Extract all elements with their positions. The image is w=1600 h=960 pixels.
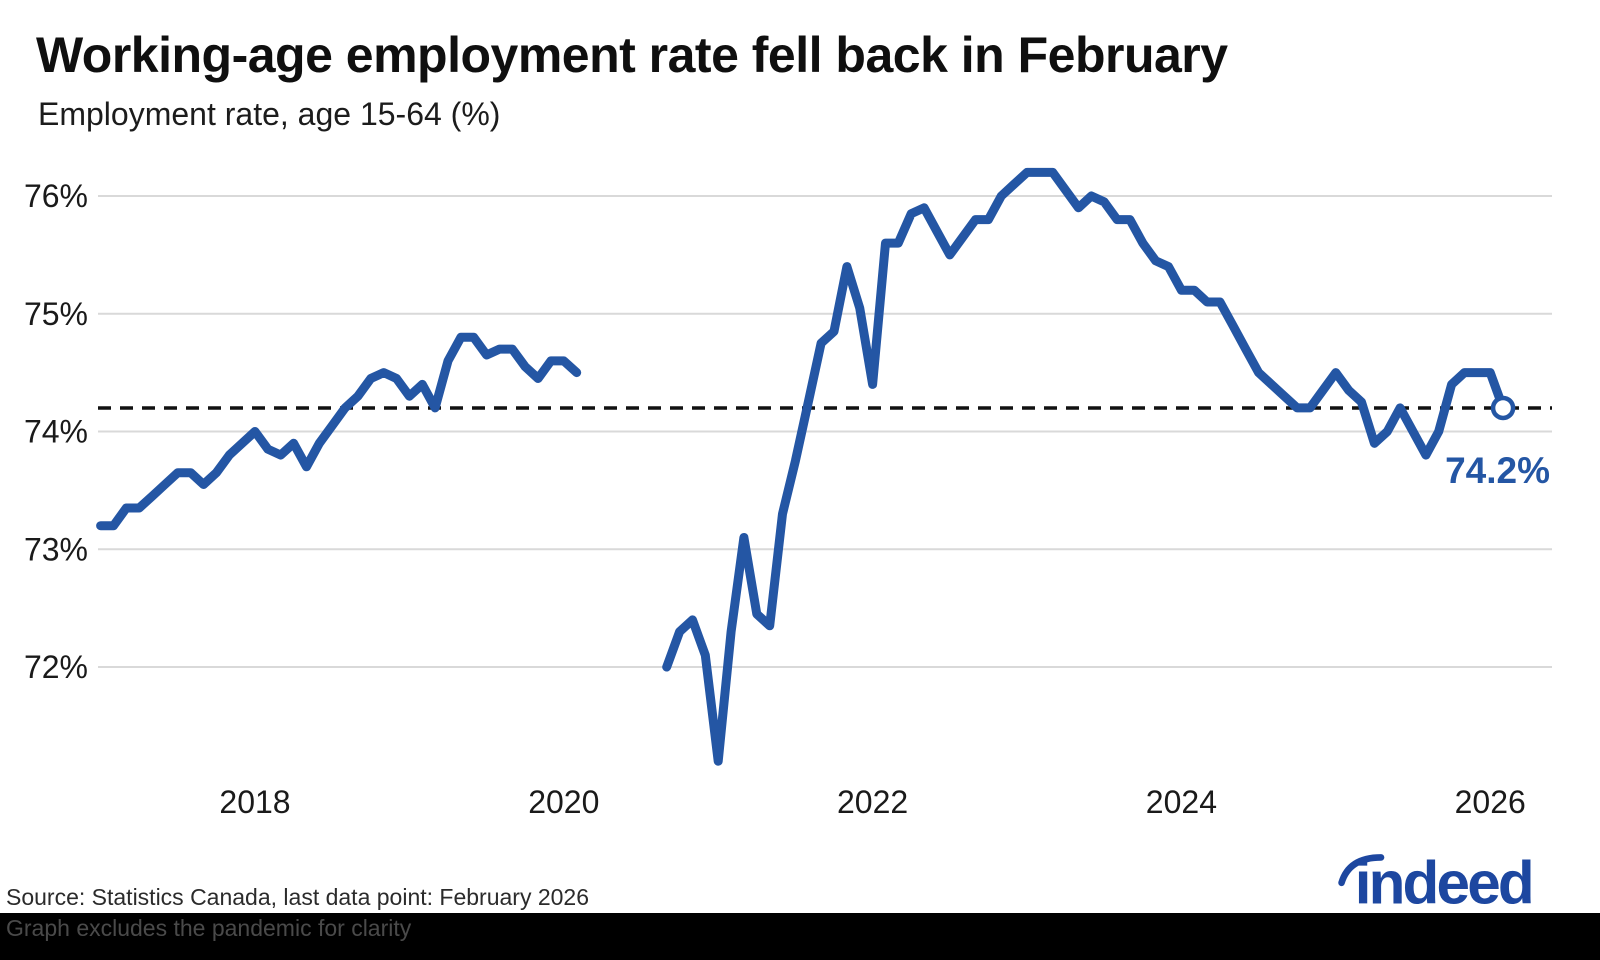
latest-value-annotation: 74.2% — [1445, 450, 1550, 491]
x-tick-label: 2026 — [1455, 784, 1526, 820]
y-tick-label: 76% — [24, 178, 88, 214]
chart-subtitle: Employment rate, age 15-64 (%) — [38, 96, 501, 132]
source-note: Source: Statistics Canada, last data poi… — [6, 884, 589, 910]
x-tick-label: 2024 — [1146, 784, 1217, 820]
series-line — [96, 332, 582, 531]
x-tick-label: 2018 — [219, 784, 290, 820]
y-tick-label: 75% — [24, 296, 88, 332]
indeed-logo-arc-icon — [1338, 854, 1385, 887]
pandemic-exclusion-note: Graph excludes the pandemic for clarity — [6, 915, 412, 941]
footer-bar: Graph excludes the pandemic for clarity — [0, 913, 1600, 960]
last-point-marker — [1490, 395, 1516, 421]
series-line — [662, 167, 1508, 766]
y-tick-label: 74% — [24, 414, 88, 450]
x-tick-label: 2022 — [837, 784, 908, 820]
indeed-logo: indeed — [1300, 832, 1560, 917]
x-tick-label: 2020 — [528, 784, 599, 820]
y-tick-label: 73% — [24, 531, 88, 567]
chart-title: Working-age employment rate fell back in… — [36, 27, 1228, 83]
y-tick-label: 72% — [24, 649, 88, 685]
indeed-logo-text: indeed — [1355, 849, 1532, 912]
